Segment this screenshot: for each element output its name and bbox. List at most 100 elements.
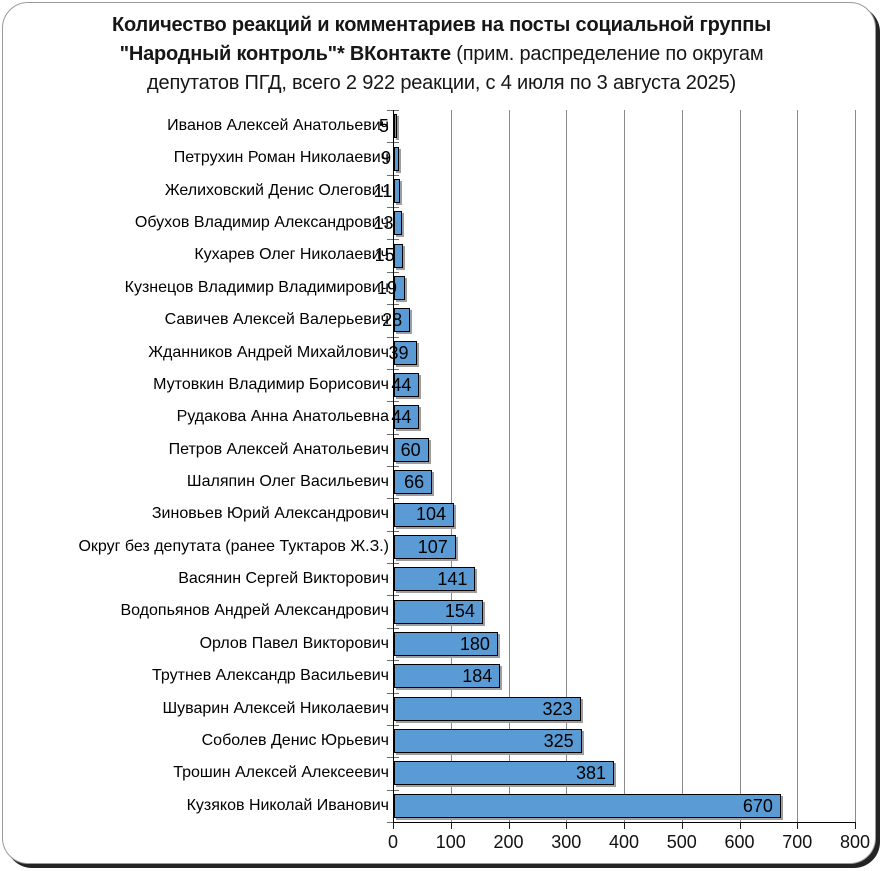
- x-axis-tick: [566, 822, 568, 829]
- value-label: 60: [400, 439, 421, 460]
- x-axis-tick: [681, 822, 683, 829]
- value-label: 28: [382, 310, 403, 331]
- x-tick-label: 500: [666, 832, 697, 852]
- bar: [394, 308, 411, 333]
- category-label: Водопьянов Андрей Александрович: [120, 602, 389, 620]
- value-label: 104: [416, 504, 447, 525]
- category-label: Петров Алексей Анатольевич: [168, 440, 389, 458]
- x-axis-tick: [739, 822, 741, 829]
- category-label: Трошин Алексей Алексеевич: [173, 764, 389, 782]
- value-label: 180: [459, 633, 490, 654]
- chart-title-line1: Количество реакций и комментариев на пос…: [0, 11, 883, 40]
- value-label: 13: [373, 213, 394, 234]
- bar: [394, 114, 397, 139]
- x-tick-label: 400: [608, 832, 640, 852]
- bar: [394, 793, 781, 818]
- x-tick-label: 300: [551, 832, 582, 852]
- x-tick-label: 800: [839, 832, 871, 852]
- value-label: 5: [378, 116, 389, 136]
- bar: [394, 146, 400, 171]
- category-label: Желиховский Денис Олегович: [164, 181, 389, 199]
- bar: [394, 276, 405, 300]
- category-label: Жданников Андрей Михайлович: [148, 343, 389, 361]
- value-label: 325: [543, 730, 574, 751]
- x-axis-tick: [855, 822, 856, 829]
- category-label: Шаляпин Олег Васильевич: [186, 473, 389, 490]
- category-label: Шуварин Алексей Николаевич: [162, 699, 390, 717]
- x-axis-tick: [797, 822, 799, 829]
- value-label: 44: [391, 407, 412, 428]
- gridline: [681, 110, 683, 822]
- category-label: Орлов Павел Викторович: [199, 634, 389, 652]
- bar: [394, 211, 402, 236]
- value-label: 19: [376, 277, 397, 298]
- value-label: 323: [542, 698, 573, 719]
- category-label: Кузяков Николай Иванович: [186, 796, 389, 814]
- gridline: [797, 110, 799, 822]
- gridline: [508, 110, 510, 822]
- bar: [394, 405, 420, 430]
- value-label: 381: [575, 763, 607, 784]
- bar: [394, 761, 615, 786]
- bar: [394, 243, 403, 268]
- gridline: [624, 110, 625, 822]
- value-label: 107: [417, 536, 448, 557]
- x-tick-label: 100: [435, 832, 466, 852]
- category-label: Петрухин Роман Николаевич: [173, 149, 389, 167]
- chart-title-line3: депутатов ПГД, всего 2 922 реакции, с 4 …: [0, 69, 883, 98]
- value-label: 15: [374, 245, 395, 266]
- gridline: [566, 110, 568, 822]
- value-label: 9: [381, 148, 392, 169]
- category-label: Трутнев Александр Васильевич: [152, 667, 389, 685]
- x-axis-tick: [508, 822, 510, 829]
- x-axis-tick: [393, 822, 394, 829]
- category-label: Кухарев Олег Николаевич: [194, 246, 389, 264]
- bar: [394, 599, 483, 624]
- bar: [394, 470, 433, 495]
- bar: [394, 502, 455, 527]
- category-label: Рудакова Анна Анатольевна: [176, 408, 389, 426]
- gridline: [855, 110, 856, 822]
- bar: [394, 373, 420, 398]
- category-label: Иванов Алексей Анатольевич: [167, 117, 389, 134]
- chart-title-regular2: (прим. распределение по округам: [456, 43, 764, 65]
- x-axis-tick: [450, 822, 452, 829]
- category-label: Савичев Алексей Валерьевич: [164, 311, 389, 329]
- x-axis-tick: [624, 822, 625, 829]
- bar: [394, 696, 581, 721]
- value-label: 670: [742, 795, 773, 816]
- bar: [394, 664, 501, 689]
- category-label: Васянин Сергей Викторович: [178, 570, 389, 588]
- bar: [394, 534, 456, 559]
- category-label: Обухов Владимир Александрович: [134, 214, 389, 232]
- value-label: 141: [437, 569, 468, 590]
- x-tick-label: 700: [782, 832, 813, 852]
- gridline: [450, 110, 452, 822]
- bar: [394, 437, 429, 462]
- x-tick-label: 0: [387, 832, 399, 852]
- y-axis: [393, 110, 394, 822]
- chart-title: Количество реакций и комментариев на пос…: [0, 11, 883, 98]
- value-label: 44: [391, 374, 412, 395]
- value-label: 154: [444, 601, 475, 622]
- bar: [394, 567, 476, 592]
- bar: [394, 340, 417, 365]
- bar: [394, 729, 582, 754]
- gridline: [739, 110, 741, 822]
- chart-title-line2: "Народный контроль"* ВКонтакте (прим. ра…: [0, 40, 883, 69]
- chart-title-regular3: депутатов ПГД, всего 2 922 реакции, с 4 …: [147, 72, 736, 94]
- category-label: Кузнецов Владимир Владимирович: [124, 278, 389, 296]
- value-label: 39: [388, 342, 409, 363]
- category-label: Соболев Денис Юрьевич: [201, 731, 389, 749]
- category-label: Округ без депутата (ранее Туктаров Ж.З.): [78, 537, 389, 555]
- chart-title-bold1: Количество реакций и комментариев на пос…: [112, 14, 771, 36]
- value-label: 66: [404, 472, 425, 492]
- chart-title-bold2: "Народный контроль"* ВКонтакте: [119, 43, 452, 65]
- category-label: Зиновьев Юрий Александрович: [151, 505, 389, 523]
- x-tick-label: 200: [493, 832, 524, 852]
- bar: [394, 632, 498, 656]
- value-label: 11: [373, 180, 393, 201]
- bar: [394, 178, 401, 203]
- value-label: 184: [462, 666, 493, 687]
